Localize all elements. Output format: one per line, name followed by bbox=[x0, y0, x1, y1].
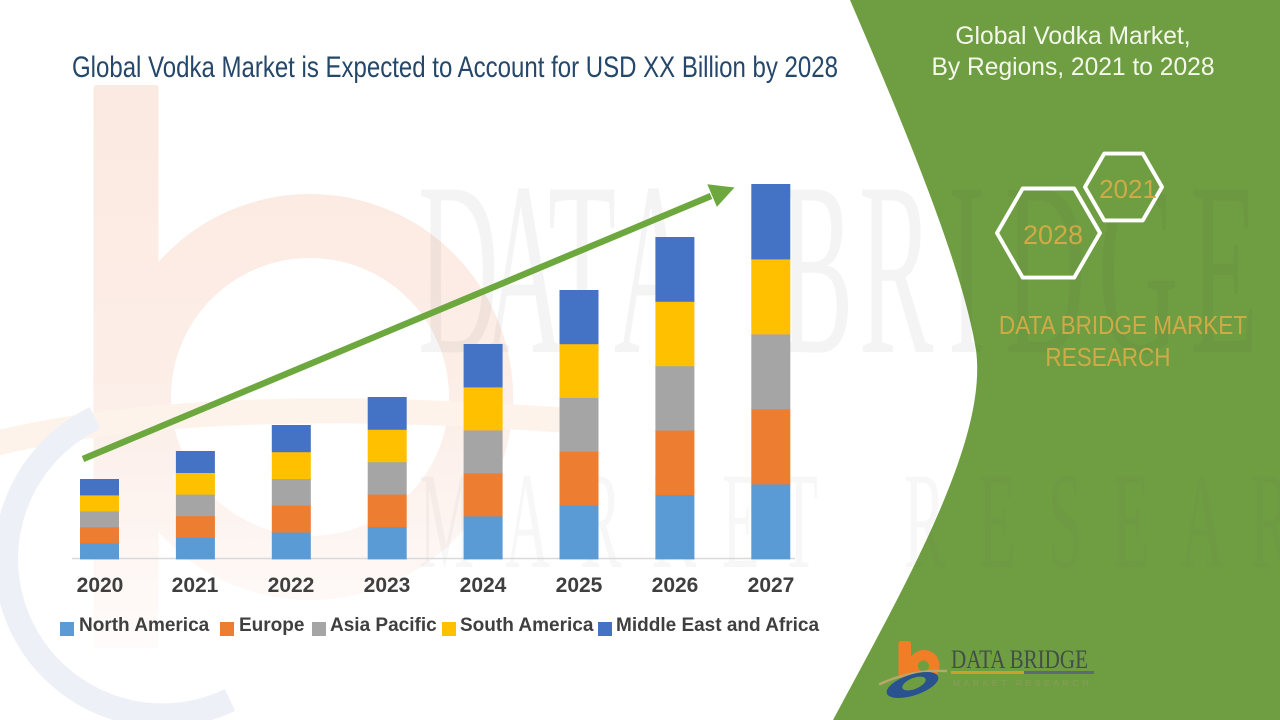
svg-text:B: B bbox=[779, 131, 853, 406]
svg-text:A: A bbox=[505, 446, 550, 598]
svg-text:E: E bbox=[1190, 131, 1258, 406]
svg-text:E: E bbox=[978, 446, 1016, 598]
svg-text:E: E bbox=[1112, 446, 1150, 598]
svg-text:S: S bbox=[1048, 446, 1083, 598]
svg-text:R: R bbox=[904, 446, 946, 598]
svg-text:A: A bbox=[1180, 446, 1225, 598]
svg-text:R: R bbox=[1250, 446, 1280, 598]
svg-text:R: R bbox=[859, 131, 933, 406]
svg-text:I: I bbox=[948, 131, 985, 406]
